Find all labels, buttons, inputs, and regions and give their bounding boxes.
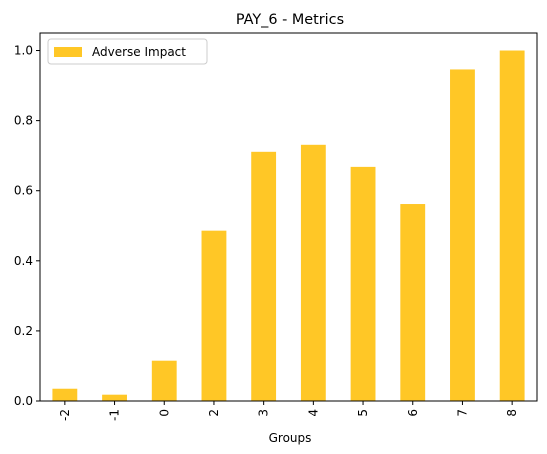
y-tick-label: 0.2: [14, 324, 33, 338]
x-tick-label: 5: [356, 409, 370, 417]
x-tick-label: 8: [505, 409, 519, 417]
bar: [400, 204, 426, 401]
x-tick-label: 2: [207, 409, 221, 417]
bar: [151, 360, 177, 401]
x-tick-label: -2: [58, 409, 72, 421]
plot-frame: [39, 32, 538, 402]
y-tick-label: 0.8: [14, 114, 33, 128]
x-tick-label: 6: [406, 409, 420, 417]
chart-title: PAY_6 - Metrics: [236, 12, 344, 28]
x-tick-label: -1: [108, 409, 122, 421]
x-tick-label: 7: [455, 409, 469, 417]
y-tick-label: 0.4: [14, 254, 33, 268]
y-tick-label: 0.6: [14, 184, 33, 198]
x-axis-ticks: -2 -1 0 2 3 4 5 6 7 8: [58, 401, 519, 421]
x-tick-label: 4: [306, 409, 320, 417]
x-tick-label: 0: [157, 409, 171, 417]
bar: [350, 166, 376, 401]
bar: [201, 230, 227, 401]
legend-box: [47, 38, 208, 65]
y-tick-label: 0.0: [14, 394, 33, 408]
y-tick-label: 1.0: [14, 44, 33, 58]
bar: [52, 388, 78, 401]
bar: [102, 394, 127, 401]
bar: [251, 151, 277, 401]
legend: Adverse Impact: [47, 38, 208, 65]
bar: [450, 69, 475, 401]
bar: [300, 144, 326, 402]
bars-group: [52, 50, 525, 402]
bar: [499, 50, 525, 402]
legend-label: Adverse Impact: [92, 45, 186, 59]
x-axis-label: Groups: [269, 431, 312, 445]
y-axis-ticks: 0.0 0.2 0.4 0.6 0.8 1.0: [14, 44, 40, 408]
x-tick-label: 3: [257, 409, 271, 417]
legend-swatch: [54, 47, 82, 57]
